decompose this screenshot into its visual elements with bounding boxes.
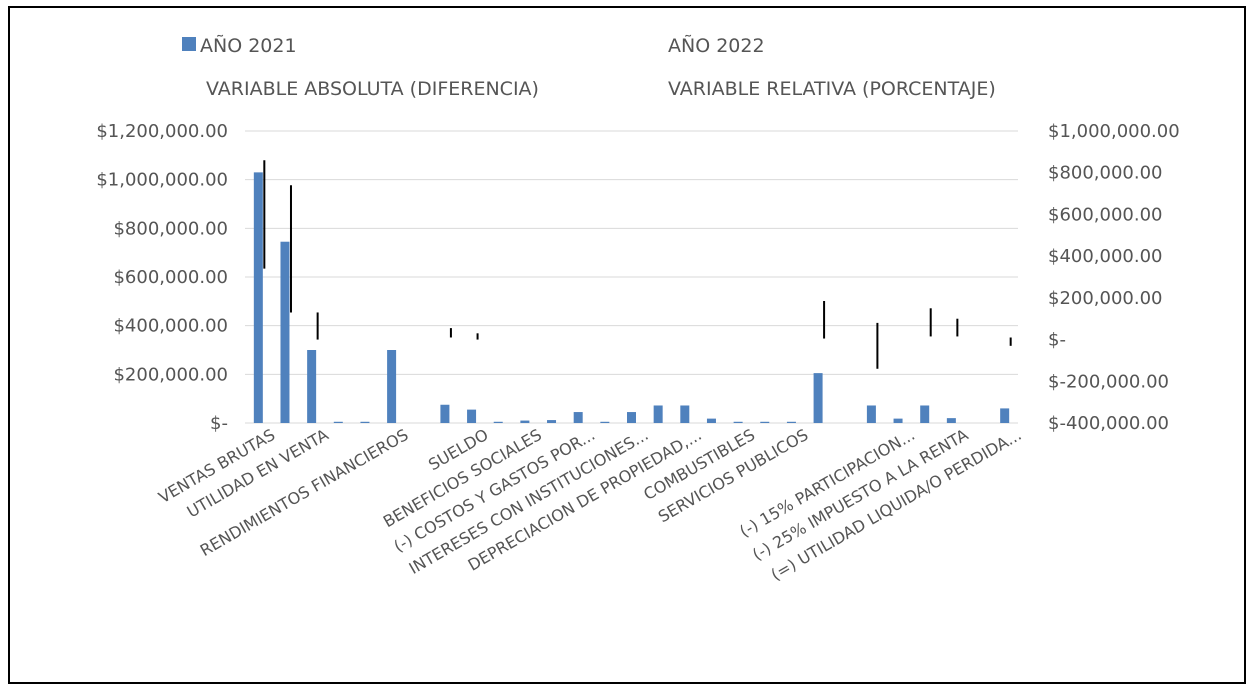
chart-frame: [8, 6, 1246, 684]
bar-2021: [360, 421, 370, 423]
y-left-tick-label: $1,200,000.00: [96, 121, 228, 142]
y-right-tick-label: $200,000.00: [1048, 288, 1163, 309]
bar-2021: [253, 172, 263, 423]
bar-2021: [600, 421, 610, 423]
y-right-tick-label: $400,000.00: [1048, 246, 1163, 267]
bar-2021: [733, 421, 743, 423]
legend-label-2022: AÑO 2022: [668, 34, 765, 57]
relative-series: [263, 160, 1012, 369]
legend: AÑO 2021 AÑO 2022 VARIABLE ABSOLUTA (DIF…: [182, 34, 996, 100]
bar-2021: [280, 241, 290, 423]
y-right-tick-label: $800,000.00: [1048, 163, 1163, 184]
y-right-tick-label: $-400,000.00: [1048, 413, 1169, 434]
y-right-tick-label: $-200,000.00: [1048, 371, 1169, 392]
bar-2021: [760, 421, 770, 423]
y-left-tick-label: $400,000.00: [113, 316, 228, 337]
bar-2021: [920, 405, 930, 423]
bar-2021: [680, 405, 690, 423]
bar-2021: [866, 405, 876, 423]
y-left-tick-label: $600,000.00: [113, 267, 228, 288]
bar-2021: [786, 421, 796, 423]
legend-label-relative: VARIABLE RELATIVA (PORCENTAJE): [668, 78, 996, 100]
y-left-tick-label: $800,000.00: [113, 218, 228, 239]
y-right-tick-label: $-: [1048, 330, 1066, 351]
bar-2021: [813, 373, 823, 423]
bar-2021: [653, 405, 663, 423]
bars-2021: [253, 172, 1010, 423]
legend-swatch-2021: [182, 37, 196, 51]
bar-2021: [387, 350, 397, 423]
y-left-tick-label: $200,000.00: [113, 364, 228, 385]
legend-label-absolute: VARIABLE ABSOLUTA (DIFERENCIA): [206, 78, 539, 100]
bar-2021: [946, 418, 956, 423]
bar-2021: [706, 418, 716, 423]
bar-2021: [467, 409, 477, 423]
bar-2021: [627, 412, 636, 423]
bar-2021: [893, 418, 903, 423]
legend-label-2021: AÑO 2021: [200, 34, 297, 57]
y-left-tick-label: $1,000,000.00: [96, 170, 228, 191]
y-axis-left: $1,200,000.00 $1,000,000.00 $800,000.00 $60…: [96, 121, 228, 434]
bar-2021: [547, 420, 557, 423]
bar-2021: [573, 412, 583, 423]
bar-2021: [520, 420, 530, 423]
gridlines: [245, 130, 1018, 424]
bar-2021: [333, 421, 343, 423]
y-right-tick-label: $600,000.00: [1048, 204, 1163, 225]
bar-2021: [493, 421, 503, 423]
y-axis-right: $1,000,000.00 $800,000.00 $600,000.00 $400,…: [1048, 121, 1180, 434]
y-right-tick-label: $1,000,000.00: [1048, 121, 1180, 142]
bar-2021: [307, 350, 317, 423]
y-left-tick-label: $-: [210, 413, 228, 434]
bar-2021: [440, 404, 450, 423]
bar-2021: [1000, 408, 1010, 423]
